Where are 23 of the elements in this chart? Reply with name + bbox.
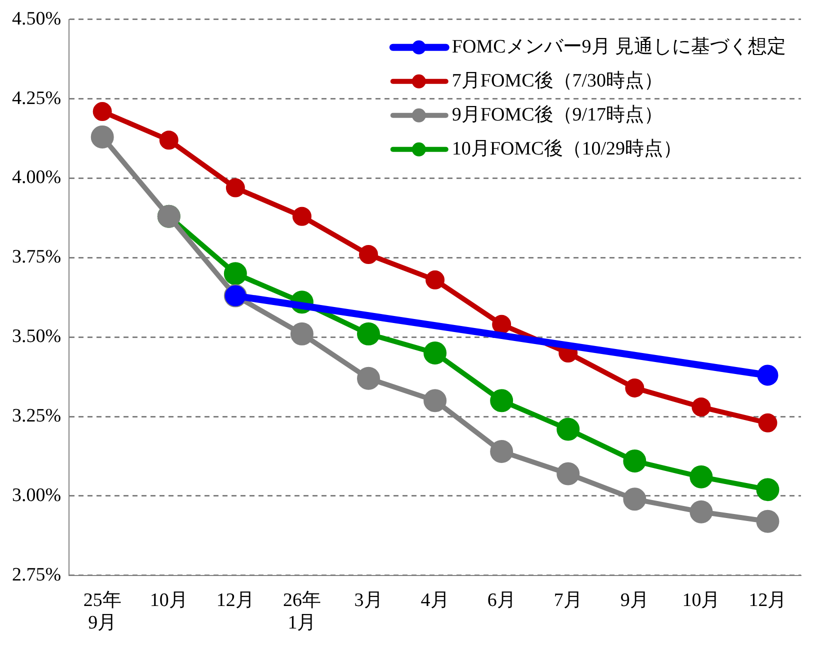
x-tick-label: 6月 [487, 590, 516, 611]
legend-label: 9月FOMC後（9/17時点） [452, 104, 664, 126]
y-tick-label: 3.00% [12, 484, 62, 506]
legend-label: 10月FOMC後（10/29時点） [452, 138, 682, 160]
y-tick-label: 3.50% [12, 326, 62, 348]
legend-label: 7月FOMC後（7/30時点） [452, 70, 664, 92]
x-tick-label: 10月 [682, 590, 720, 611]
y-tick-label: 4.50% [12, 8, 62, 30]
x-tick-label: 3月 [354, 590, 383, 611]
x-tick-label: 26年 1月 [282, 590, 321, 634]
y-tick-label: 3.25% [12, 406, 62, 427]
x-tick-label: 7月 [554, 590, 582, 611]
x-tick-label: 12月 [216, 590, 254, 611]
x-tick-label: 4月 [420, 590, 450, 611]
x-tick-label: 25年 9月 [83, 590, 122, 634]
y-tick-label: 4.00% [12, 167, 62, 188]
x-tick-label: 9月 [620, 590, 649, 611]
x-tick-label: 10月 [150, 590, 188, 611]
y-tick-label: 2.75% [12, 564, 62, 586]
y-tick-label: 4.25% [12, 88, 62, 109]
legend-label: FOMCメンバー9月 見通しに基づく想定 [452, 35, 786, 58]
y-tick-label: 3.75% [12, 246, 62, 268]
x-tick-label: 12月 [748, 590, 787, 611]
